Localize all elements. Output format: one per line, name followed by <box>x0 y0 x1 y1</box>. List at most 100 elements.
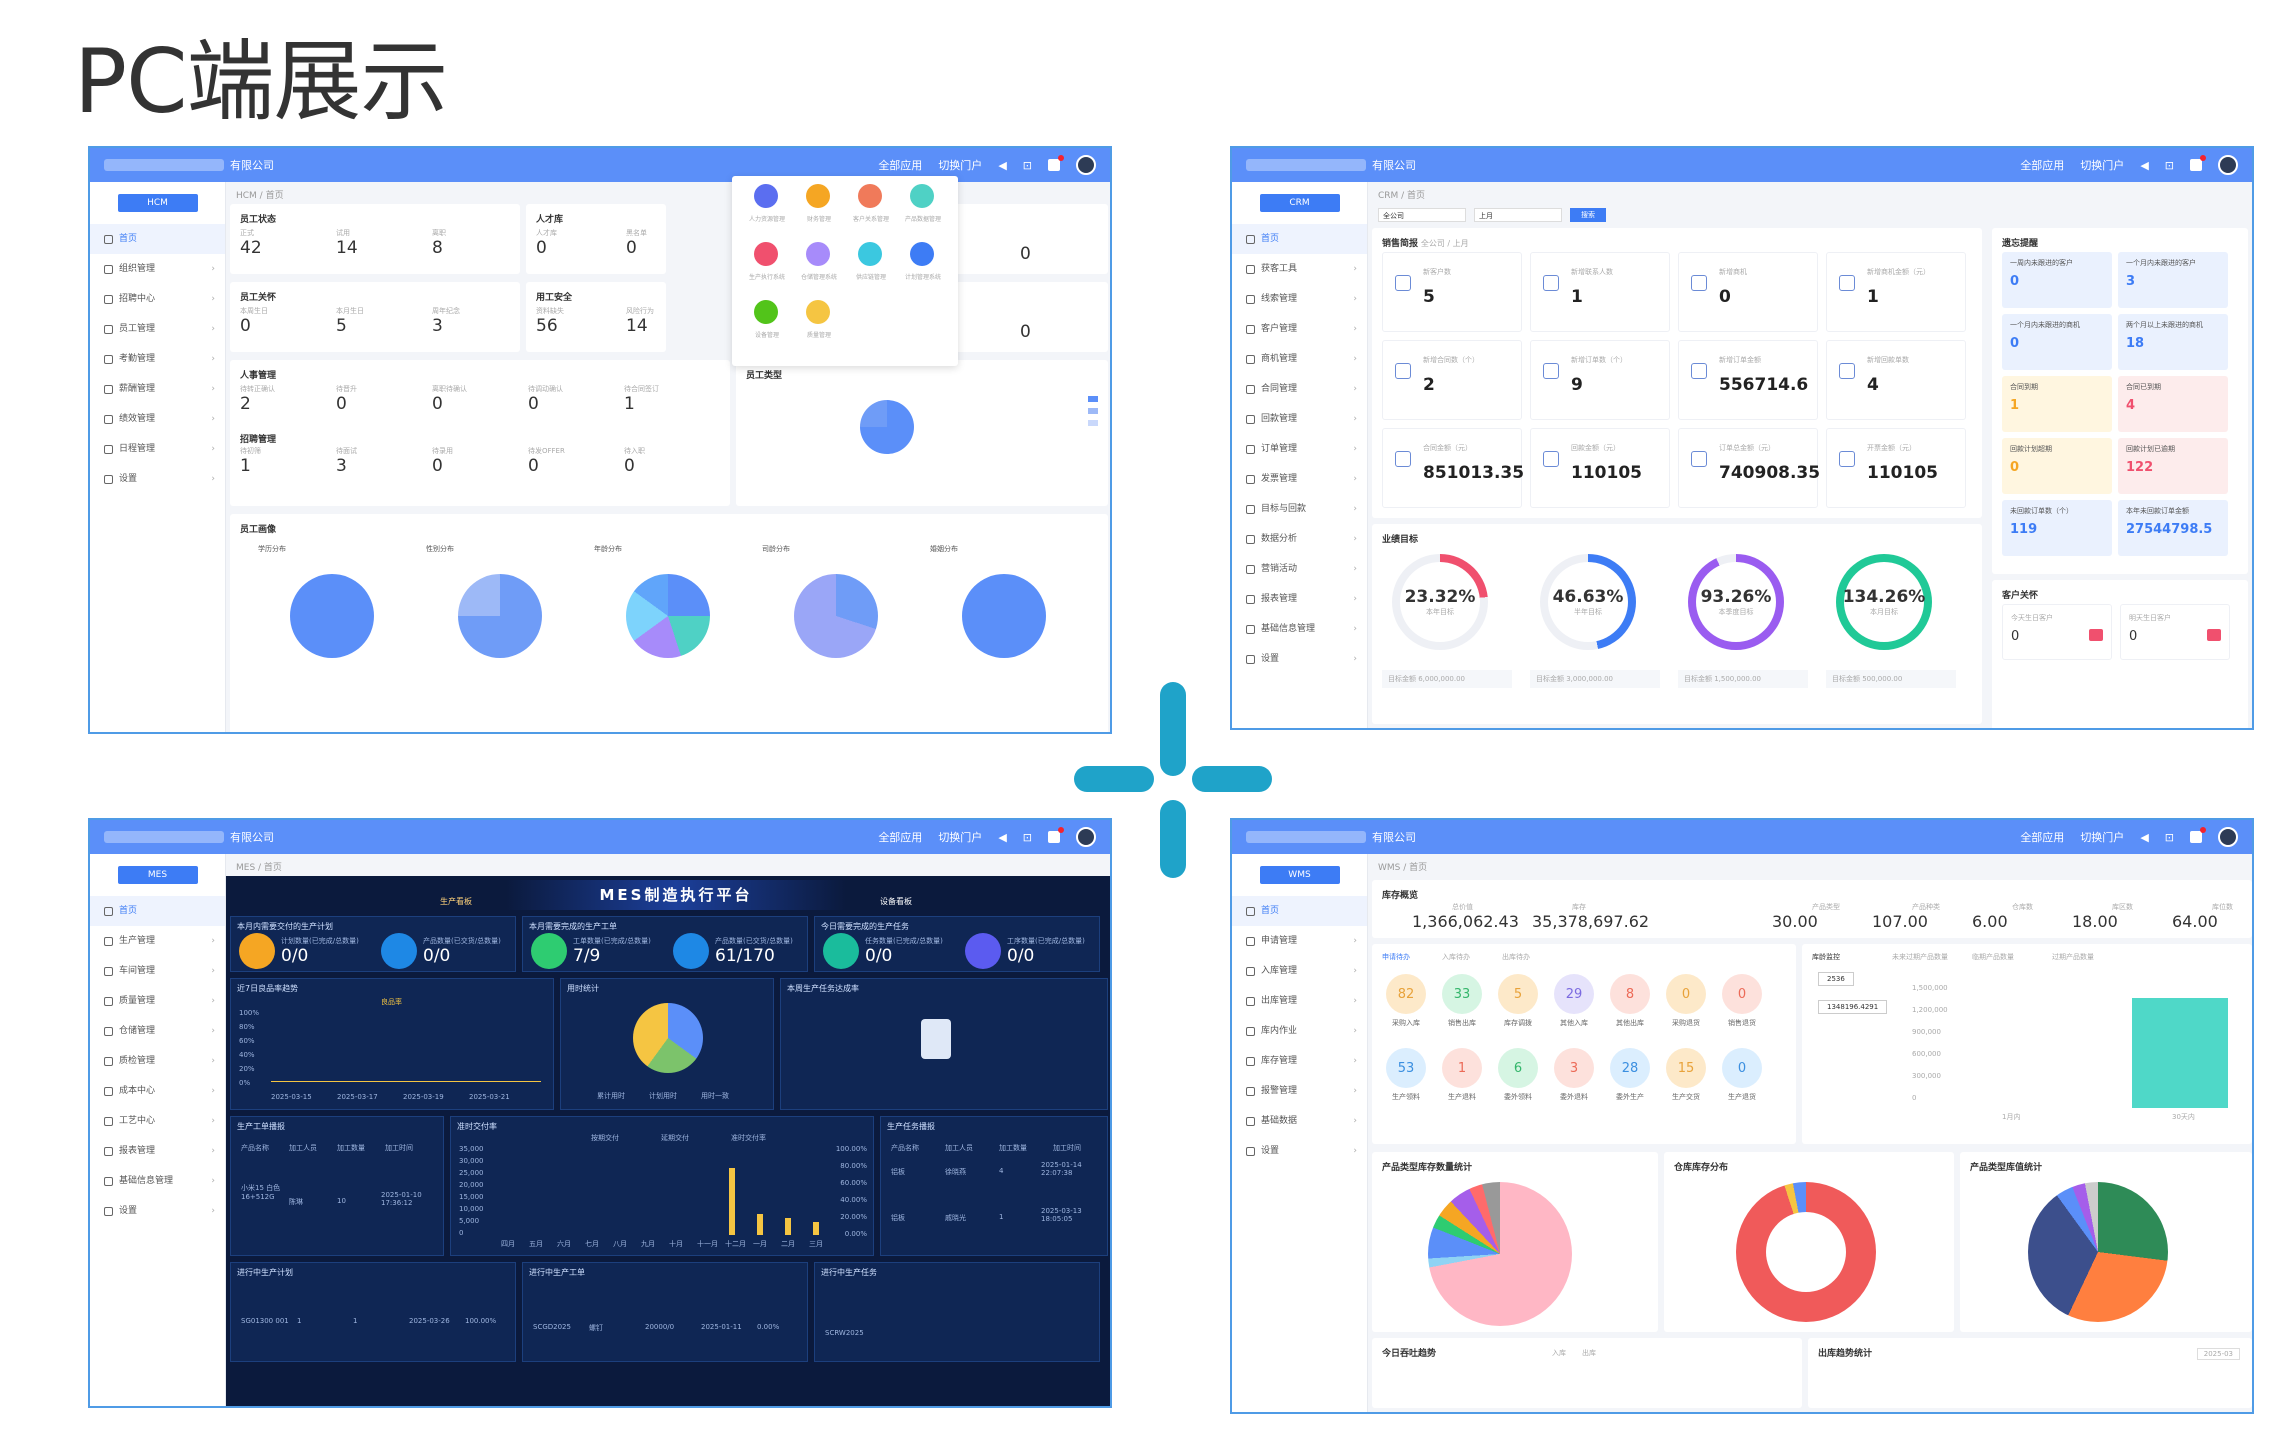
sidebar-item[interactable]: 绩效管理 › <box>90 404 225 434</box>
monitor-tab[interactable]: 库龄监控 <box>1812 953 1840 961</box>
switch-portal-button[interactable]: 切换门户 <box>2080 159 2125 172</box>
avatar[interactable] <box>2218 827 2238 847</box>
todo-bubble[interactable]: 6 <box>1498 1048 1538 1088</box>
alert-item[interactable]: 两个月以上未跟进的商机 18 <box>2118 314 2228 370</box>
sidebar-item[interactable]: 首页 <box>90 896 225 926</box>
app-icon[interactable] <box>910 242 934 266</box>
avatar[interactable] <box>1076 155 1096 175</box>
todo-bubble[interactable]: 82 <box>1386 974 1426 1014</box>
sidebar-item[interactable]: 首页 <box>1232 896 1367 926</box>
alert-item[interactable]: 本年未回款订单金额 27544798.5 <box>2118 500 2228 556</box>
avatar[interactable] <box>2218 155 2238 175</box>
all-apps-button[interactable]: 全部应用 <box>2020 159 2065 172</box>
sidebar-item[interactable]: 营销活动 › <box>1232 554 1367 584</box>
all-apps-button[interactable]: 全部应用 <box>878 831 923 844</box>
sidebar-item[interactable]: 库存管理 › <box>1232 1046 1367 1076</box>
todo-bubble[interactable]: 0 <box>1722 1048 1762 1088</box>
todo-tab[interactable]: 申请待办 <box>1382 953 1410 961</box>
sidebar-item[interactable]: 库内作业 › <box>1232 1016 1367 1046</box>
bell-icon[interactable] <box>1048 155 1064 171</box>
module-badge[interactable]: HCM <box>117 194 198 212</box>
avatar[interactable] <box>1076 827 1096 847</box>
birthday-item[interactable]: 今天生日客户 0 <box>2002 604 2112 660</box>
sidebar-item[interactable]: 日程管理 › <box>90 434 225 464</box>
sidebar-item[interactable]: 设置 › <box>90 464 225 494</box>
sidebar-item[interactable]: 招聘中心 › <box>90 284 225 314</box>
sidebar-item[interactable]: 发票管理 › <box>1232 464 1367 494</box>
todo-bubble[interactable]: 0 <box>1722 974 1762 1014</box>
bell-icon[interactable] <box>2190 155 2206 171</box>
app-icon[interactable] <box>806 300 830 324</box>
sidebar-item[interactable]: 出库管理 › <box>1232 986 1367 1016</box>
alert-item[interactable]: 回款计划已逾期 122 <box>2118 438 2228 494</box>
sidebar-item[interactable]: 数据分析 › <box>1232 524 1367 554</box>
sidebar-item[interactable]: 设置 › <box>1232 644 1367 674</box>
sidebar-item[interactable]: 成本中心 › <box>90 1076 225 1106</box>
tab-production[interactable]: 生产看板 <box>440 897 472 906</box>
period-select[interactable]: 上月 <box>1474 208 1562 222</box>
sidebar-item[interactable]: 申请管理 › <box>1232 926 1367 956</box>
module-badge[interactable]: MES <box>117 866 198 884</box>
sidebar-item[interactable]: 回款管理 › <box>1232 404 1367 434</box>
sidebar-item[interactable]: 仓储管理 › <box>90 1016 225 1046</box>
todo-bubble[interactable]: 28 <box>1610 1048 1650 1088</box>
app-icon[interactable] <box>806 184 830 208</box>
todo-bubble[interactable]: 8 <box>1610 974 1650 1014</box>
volume-icon[interactable]: ◀ <box>998 830 1007 844</box>
fullscreen-icon[interactable]: ⊡ <box>2164 158 2174 172</box>
volume-icon[interactable]: ◀ <box>2140 158 2149 172</box>
sidebar-item[interactable]: 首页 <box>90 224 225 254</box>
alert-item[interactable]: 一个月内未跟进的客户 3 <box>2118 252 2228 308</box>
module-badge[interactable]: WMS <box>1259 866 1340 884</box>
sidebar-item[interactable]: 报警管理 › <box>1232 1076 1367 1106</box>
fullscreen-icon[interactable]: ⊡ <box>1022 158 1032 172</box>
alert-item[interactable]: 未回款订单数（个） 119 <box>2002 500 2112 556</box>
app-icon[interactable] <box>806 242 830 266</box>
switch-portal-button[interactable]: 切换门户 <box>938 831 983 844</box>
sidebar-item[interactable]: 目标与回款 › <box>1232 494 1367 524</box>
sidebar-item[interactable]: 设置 › <box>90 1196 225 1226</box>
sidebar-item[interactable]: 订单管理 › <box>1232 434 1367 464</box>
sidebar-item[interactable]: 工艺中心 › <box>90 1106 225 1136</box>
sidebar-item[interactable]: 合同管理 › <box>1232 374 1367 404</box>
birthday-item[interactable]: 明天生日客户 0 <box>2120 604 2230 660</box>
alert-item[interactable]: 一周内未跟进的客户 0 <box>2002 252 2112 308</box>
fullscreen-icon[interactable]: ⊡ <box>2164 830 2174 844</box>
app-icon[interactable] <box>910 184 934 208</box>
todo-bubble[interactable]: 1 <box>1442 1048 1482 1088</box>
monitor-tab[interactable]: 过期产品数量 <box>2052 953 2094 961</box>
app-icon[interactable] <box>754 300 778 324</box>
volume-icon[interactable]: ◀ <box>998 158 1007 172</box>
alert-item[interactable]: 合同已到期 4 <box>2118 376 2228 432</box>
monitor-tab[interactable]: 临期产品数量 <box>1972 953 2014 961</box>
sidebar-item[interactable]: 报表管理 › <box>90 1136 225 1166</box>
todo-bubble[interactable]: 5 <box>1498 974 1538 1014</box>
all-apps-button[interactable]: 全部应用 <box>2020 831 2065 844</box>
todo-tab[interactable]: 出库待办 <box>1502 953 1530 961</box>
all-apps-button[interactable]: 全部应用 <box>878 159 923 172</box>
app-icon[interactable] <box>754 242 778 266</box>
todo-bubble[interactable]: 33 <box>1442 974 1482 1014</box>
alert-item[interactable]: 合同到期 1 <box>2002 376 2112 432</box>
app-icon[interactable] <box>858 242 882 266</box>
todo-bubble[interactable]: 3 <box>1554 1048 1594 1088</box>
sidebar-item[interactable]: 质检管理 › <box>90 1046 225 1076</box>
sidebar-item[interactable]: 薪酬管理 › <box>90 374 225 404</box>
sidebar-item[interactable]: 车间管理 › <box>90 956 225 986</box>
sidebar-item[interactable]: 设置 › <box>1232 1136 1367 1166</box>
sidebar-item[interactable]: 组织管理 › <box>90 254 225 284</box>
bell-icon[interactable] <box>1048 827 1064 843</box>
search-button[interactable]: 搜索 <box>1570 208 1606 222</box>
sidebar-item[interactable]: 质量管理 › <box>90 986 225 1016</box>
sidebar-item[interactable]: 报表管理 › <box>1232 584 1367 614</box>
fullscreen-icon[interactable]: ⊡ <box>1022 830 1032 844</box>
sidebar-item[interactable]: 基础数据 › <box>1232 1106 1367 1136</box>
sidebar-item[interactable]: 线索管理 › <box>1232 284 1367 314</box>
month-picker[interactable]: 2025-03 <box>2196 1348 2240 1360</box>
sidebar-item[interactable]: 获客工具 › <box>1232 254 1367 284</box>
sidebar-item[interactable]: 基础信息管理 › <box>1232 614 1367 644</box>
sidebar-item[interactable]: 入库管理 › <box>1232 956 1367 986</box>
sidebar-item[interactable]: 首页 <box>1232 224 1367 254</box>
todo-bubble[interactable]: 53 <box>1386 1048 1426 1088</box>
todo-bubble[interactable]: 0 <box>1666 974 1706 1014</box>
